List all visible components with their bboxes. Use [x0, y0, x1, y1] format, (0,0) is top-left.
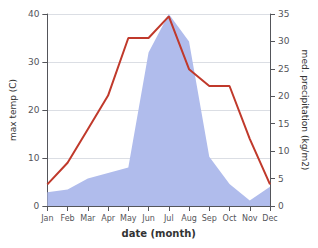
svg-text:Nov: Nov [242, 214, 258, 223]
svg-text:25: 25 [278, 64, 289, 74]
svg-text:Aug: Aug [181, 214, 197, 223]
svg-text:35: 35 [278, 9, 289, 19]
svg-text:20: 20 [28, 105, 40, 115]
svg-text:date (month): date (month) [121, 228, 195, 239]
svg-text:30: 30 [28, 57, 40, 67]
svg-text:Jul: Jul [163, 214, 174, 223]
svg-text:Oct: Oct [223, 214, 237, 223]
svg-text:30: 30 [278, 36, 290, 46]
svg-text:15: 15 [278, 119, 289, 129]
svg-text:0: 0 [34, 201, 40, 211]
svg-text:5: 5 [278, 174, 284, 184]
svg-text:20: 20 [278, 91, 290, 101]
svg-text:Jun: Jun [141, 214, 155, 223]
svg-text:0: 0 [278, 201, 284, 211]
svg-text:Dec: Dec [262, 214, 277, 223]
svg-text:max temp (C): max temp (C) [8, 79, 18, 141]
svg-text:med. precipitation (kg/m2): med. precipitation (kg/m2) [300, 50, 310, 171]
svg-text:Jan: Jan [40, 214, 53, 223]
svg-text:Sep: Sep [202, 214, 217, 223]
svg-text:Mar: Mar [80, 214, 96, 223]
svg-text:10: 10 [278, 146, 290, 156]
svg-text:May: May [120, 214, 137, 223]
svg-text:Feb: Feb [61, 214, 75, 223]
svg-text:40: 40 [28, 9, 40, 19]
svg-text:Apr: Apr [101, 214, 116, 223]
svg-text:10: 10 [28, 153, 40, 163]
